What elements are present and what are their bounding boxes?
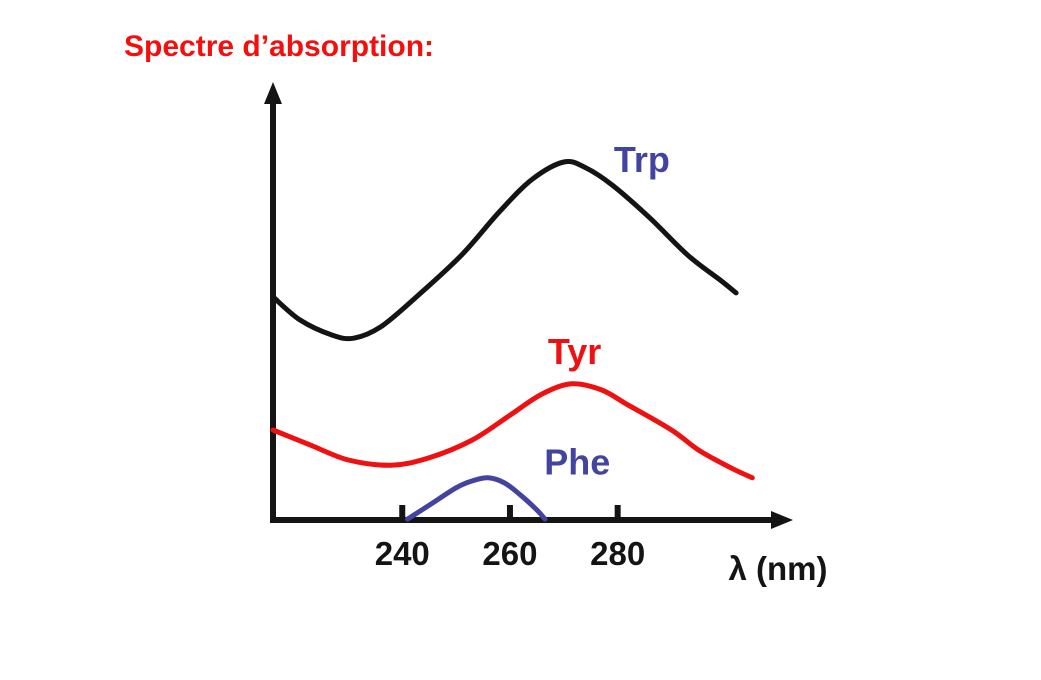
tick-label-260: 260 [482, 535, 537, 572]
tick-label-280: 280 [590, 535, 645, 572]
curve-label-tyr: Tyr [548, 331, 601, 372]
tick-label-240: 240 [375, 535, 430, 572]
curve-phe [405, 475, 548, 522]
x-axis-title: λ (nm) [729, 550, 828, 587]
y-axis-arrowhead-icon [264, 82, 282, 104]
curve-trp [270, 158, 739, 342]
curve-label-phe: Phe [544, 441, 610, 482]
figure-title: Spectre d’absorption: [124, 30, 435, 63]
x-axis-arrowhead-icon [771, 511, 793, 529]
curve-tyr [270, 381, 755, 481]
curve-label-trp: Trp [614, 139, 670, 180]
